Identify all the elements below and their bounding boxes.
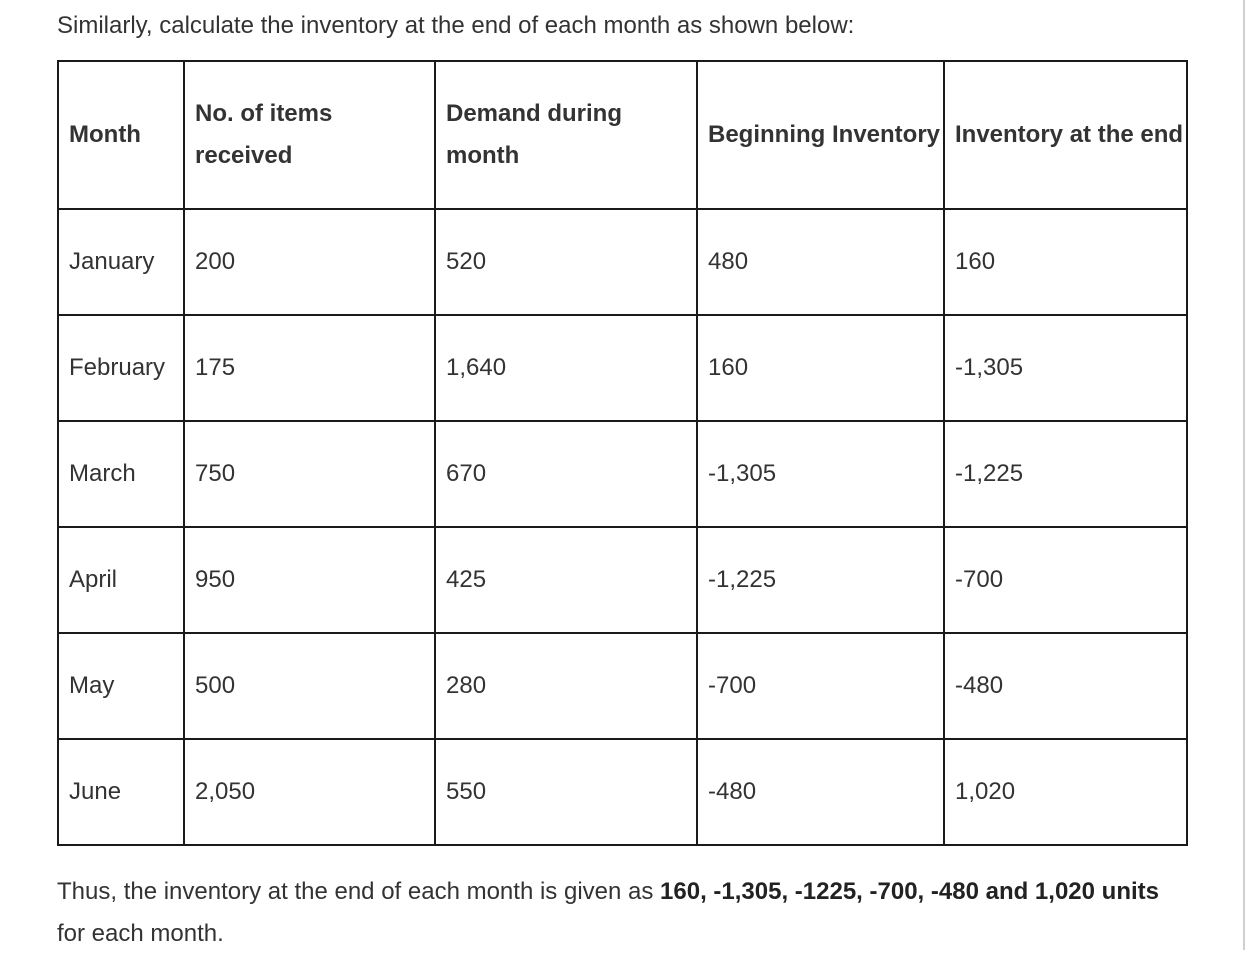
table-row: April 950 425 -1,225 -700 [57, 526, 1188, 634]
cell-demand: 520 [434, 208, 698, 316]
cell-received: 200 [183, 208, 436, 316]
cell-demand: 670 [434, 420, 698, 528]
cell-end: 160 [943, 208, 1188, 316]
conclusion-values: 160, -1,305, -1225, -700, -480 and 1,020… [660, 878, 1159, 905]
table-row: March 750 670 -1,305 -1,225 [57, 420, 1188, 528]
cell-beginning: 480 [696, 208, 945, 316]
cell-month: January [57, 208, 185, 316]
cell-month: June [57, 738, 185, 846]
cell-end: -1,225 [943, 420, 1188, 528]
intro-text: Similarly, calculate the inventory at th… [57, 12, 855, 39]
cell-beginning: -1,225 [696, 526, 945, 634]
cell-month: April [57, 526, 185, 634]
table-row: February 175 1,640 160 -1,305 [57, 314, 1188, 422]
cell-received: 2,050 [183, 738, 436, 846]
conclusion-prefix: Thus, the inventory at the end of each m… [57, 878, 661, 905]
cell-received: 500 [183, 632, 436, 740]
cell-demand: 280 [434, 632, 698, 740]
cell-beginning: -700 [696, 632, 945, 740]
cell-month: February [57, 314, 185, 422]
conclusion-text: Thus, the inventory at the end of each m… [57, 871, 1187, 955]
cell-month: May [57, 632, 185, 740]
cell-demand: 1,640 [434, 314, 698, 422]
cell-end: -700 [943, 526, 1188, 634]
table-header-row: Month No. of items received Demand durin… [57, 60, 1188, 210]
cell-demand: 425 [434, 526, 698, 634]
cell-received: 750 [183, 420, 436, 528]
header-beginning-inventory: Beginning Inventory [696, 60, 945, 210]
header-ending-inventory: Inventory at the end [943, 60, 1188, 210]
header-demand: Demand during month [434, 60, 698, 210]
cell-end: -1,305 [943, 314, 1188, 422]
page-edge-divider [1243, 0, 1245, 950]
cell-beginning: -480 [696, 738, 945, 846]
header-month: Month [57, 60, 185, 210]
cell-beginning: -1,305 [696, 420, 945, 528]
table-row: January 200 520 480 160 [57, 208, 1188, 316]
table-row: June 2,050 550 -480 1,020 [57, 738, 1188, 846]
cell-beginning: 160 [696, 314, 945, 422]
cell-demand: 550 [434, 738, 698, 846]
header-items-received: No. of items received [183, 60, 436, 210]
inventory-table: Month No. of items received Demand durin… [57, 60, 1188, 846]
cell-month: March [57, 420, 185, 528]
cell-received: 175 [183, 314, 436, 422]
table-row: May 500 280 -700 -480 [57, 632, 1188, 740]
cell-received: 950 [183, 526, 436, 634]
cell-end: 1,020 [943, 738, 1188, 846]
conclusion-suffix: for each month. [57, 920, 224, 947]
cell-end: -480 [943, 632, 1188, 740]
